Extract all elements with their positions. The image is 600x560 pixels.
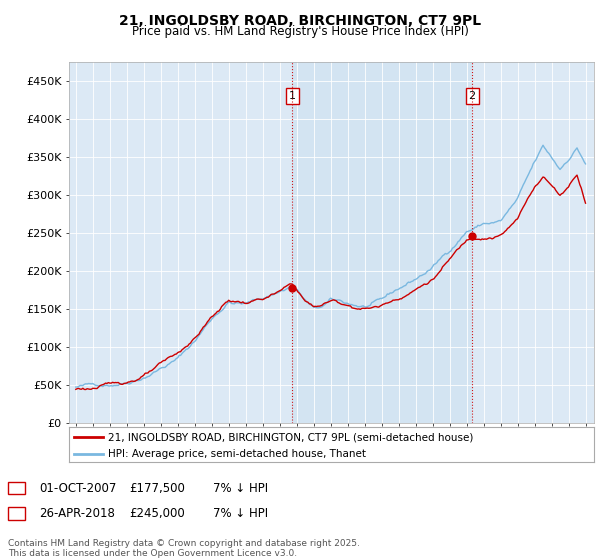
- Text: 21, INGOLDSBY ROAD, BIRCHINGTON, CT7 9PL (semi-detached house): 21, INGOLDSBY ROAD, BIRCHINGTON, CT7 9PL…: [109, 432, 474, 442]
- Text: 7% ↓ HPI: 7% ↓ HPI: [213, 482, 268, 495]
- Bar: [292, 62, 472, 423]
- Text: Contains HM Land Registry data © Crown copyright and database right 2025.
This d: Contains HM Land Registry data © Crown c…: [8, 539, 359, 558]
- Text: 01-OCT-2007: 01-OCT-2007: [39, 482, 116, 495]
- Text: £177,500: £177,500: [129, 482, 185, 495]
- Text: HPI: Average price, semi-detached house, Thanet: HPI: Average price, semi-detached house,…: [109, 449, 367, 459]
- Text: Price paid vs. HM Land Registry's House Price Index (HPI): Price paid vs. HM Land Registry's House …: [131, 25, 469, 38]
- Text: 2: 2: [469, 91, 476, 101]
- Text: 26-APR-2018: 26-APR-2018: [39, 507, 115, 520]
- Text: 1: 1: [289, 91, 296, 101]
- Text: 7% ↓ HPI: 7% ↓ HPI: [213, 507, 268, 520]
- Text: 2: 2: [13, 508, 20, 519]
- Text: 1: 1: [13, 483, 20, 493]
- Text: £245,000: £245,000: [129, 507, 185, 520]
- Text: 21, INGOLDSBY ROAD, BIRCHINGTON, CT7 9PL: 21, INGOLDSBY ROAD, BIRCHINGTON, CT7 9PL: [119, 14, 481, 28]
